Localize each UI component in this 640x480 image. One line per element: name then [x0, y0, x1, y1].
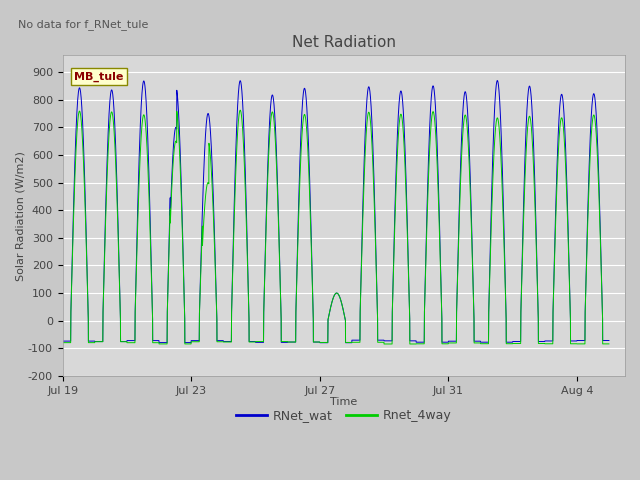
Rnet_4way [395, 131, 403, 137]
Rnet_4way [236, 108, 244, 113]
RNet_wat [146, 198, 154, 204]
Rnet_4way [449, 340, 457, 346]
RNet_wat [109, 89, 116, 95]
X-axis label: Time: Time [330, 397, 357, 407]
RNet_wat [605, 337, 612, 343]
Rnet_4way [109, 111, 116, 117]
RNet_wat [449, 338, 457, 344]
Rnet_4way [380, 341, 388, 347]
Rnet_4way [173, 139, 180, 145]
Y-axis label: Solar Radiation (W/m2): Solar Radiation (W/m2) [15, 151, 25, 281]
RNet_wat [316, 340, 324, 346]
Title: Net Radiation: Net Radiation [292, 35, 396, 50]
Rnet_4way [59, 340, 67, 346]
Rnet_4way [146, 215, 154, 221]
RNet_wat [173, 125, 180, 131]
RNet_wat [394, 112, 402, 118]
Text: No data for f_RNet_tule: No data for f_RNet_tule [18, 19, 148, 30]
RNet_wat [493, 78, 501, 84]
RNet_wat [59, 338, 67, 344]
Line: Rnet_4way: Rnet_4way [63, 110, 609, 344]
Legend: RNet_wat, Rnet_4way: RNet_wat, Rnet_4way [231, 404, 457, 427]
Text: MB_tule: MB_tule [74, 72, 124, 82]
Rnet_4way [605, 341, 612, 347]
Rnet_4way [389, 297, 397, 303]
RNet_wat [388, 300, 396, 305]
Line: RNet_wat: RNet_wat [63, 81, 609, 343]
